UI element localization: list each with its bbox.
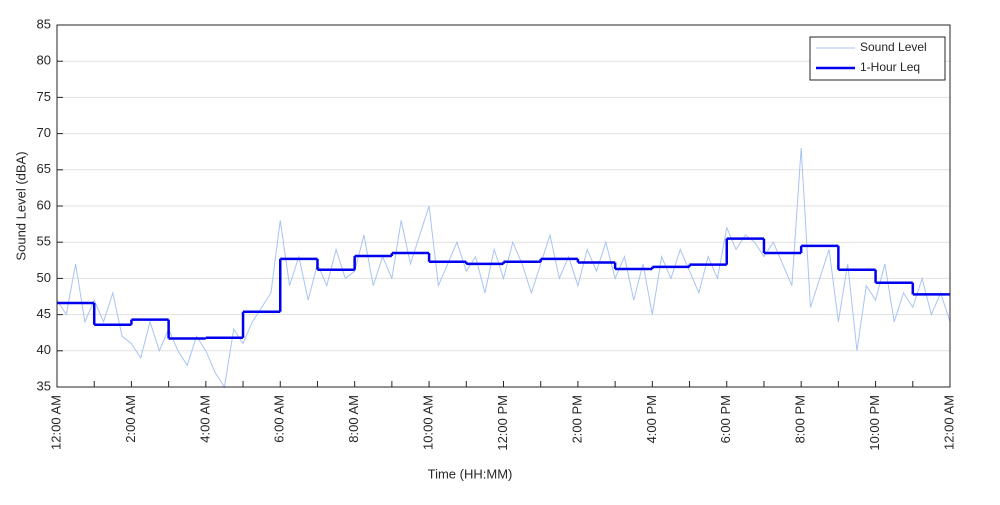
y-tick-label: 75 — [37, 89, 51, 104]
x-tick-label: 12:00 PM — [495, 395, 510, 451]
x-tick-label: 2:00 AM — [123, 395, 138, 443]
x-tick-label: 10:00 AM — [421, 395, 436, 450]
x-tick-label: 8:00 AM — [346, 395, 361, 443]
x-tick-label: 6:00 PM — [718, 395, 733, 443]
y-tick-label: 80 — [37, 53, 51, 68]
y-tick-label: 60 — [37, 197, 51, 212]
y-tick-label: 35 — [37, 378, 51, 393]
legend-label: Sound Level — [860, 40, 927, 54]
x-axis-label: Time (HH:MM) — [428, 466, 513, 481]
x-tick-label: 2:00 PM — [569, 395, 584, 443]
y-tick-label: 50 — [37, 270, 51, 285]
y-tick-label: 65 — [37, 161, 51, 176]
legend-label: 1-Hour Leq — [860, 60, 920, 74]
x-tick-label: 4:00 AM — [197, 395, 212, 443]
x-tick-label: 12:00 AM — [941, 395, 956, 450]
x-tick-label: 4:00 PM — [644, 395, 659, 443]
plot-frame — [56, 24, 951, 388]
legend-box — [809, 36, 946, 81]
y-tick-label: 40 — [37, 342, 51, 357]
sound-level-line — [56, 148, 951, 389]
y-tick-label: 85 — [37, 16, 51, 31]
y-tick-label: 70 — [37, 125, 51, 140]
y-axis-label: Sound Level (dBA) — [13, 151, 28, 260]
x-tick-label: 10:00 PM — [867, 395, 882, 451]
y-tick-label: 55 — [37, 234, 51, 249]
y-tick-label: 45 — [37, 306, 51, 321]
x-tick-label: 8:00 PM — [793, 395, 808, 443]
x-tick-label: 12:00 AM — [48, 395, 63, 450]
x-tick-label: 6:00 AM — [272, 395, 287, 443]
